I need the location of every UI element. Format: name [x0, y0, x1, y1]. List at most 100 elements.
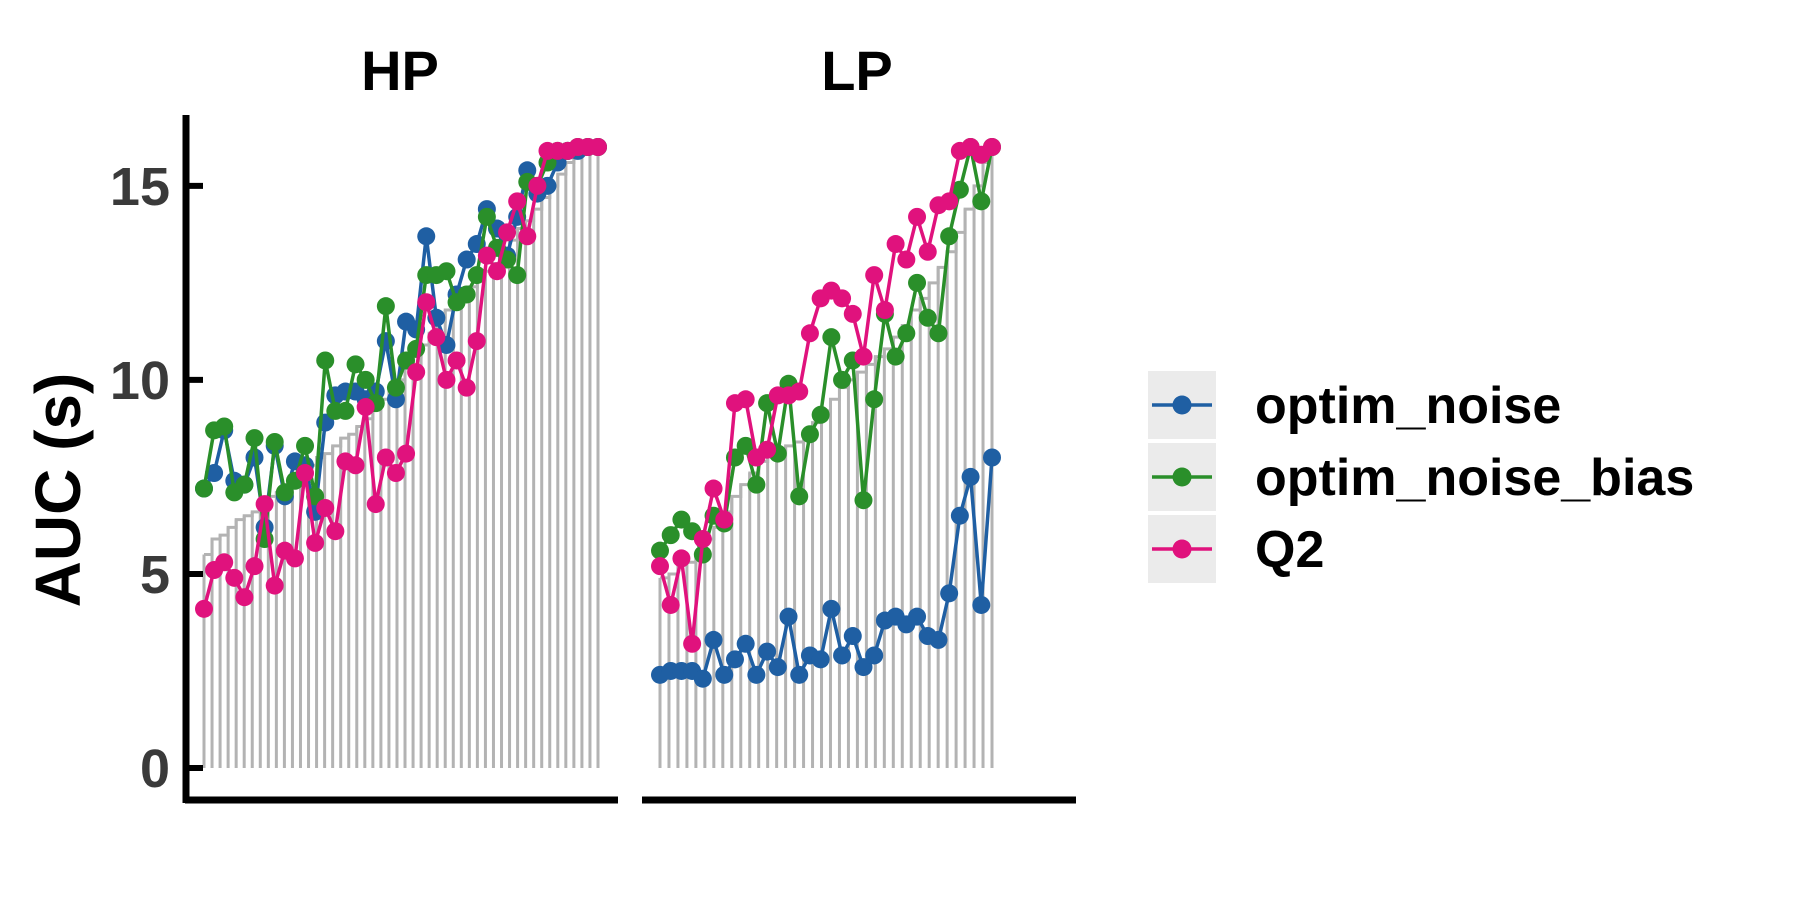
data-point	[865, 266, 884, 285]
legend-marker	[1172, 395, 1192, 415]
data-point	[790, 487, 809, 506]
data-point	[779, 607, 798, 626]
data-point	[326, 522, 345, 541]
data-point	[758, 440, 777, 459]
data-point	[225, 568, 244, 587]
data-point	[833, 370, 852, 389]
data-point	[457, 285, 476, 304]
data-point	[822, 599, 841, 618]
data-point	[447, 351, 466, 370]
data-point	[467, 332, 486, 351]
y-axis-label: AUC (s)	[22, 373, 94, 608]
data-point	[508, 192, 527, 211]
data-point	[854, 347, 873, 366]
data-point	[704, 479, 723, 498]
data-point	[316, 351, 335, 370]
data-point	[661, 526, 680, 545]
data-point	[316, 498, 335, 517]
data-point	[908, 273, 927, 292]
data-point	[843, 304, 862, 323]
panel-lp: LP	[642, 39, 1076, 804]
data-point	[651, 557, 669, 576]
data-point	[336, 401, 355, 420]
data-point	[811, 405, 830, 424]
data-point	[908, 607, 927, 626]
data-point	[940, 227, 959, 246]
data-point	[235, 475, 254, 494]
data-point	[215, 553, 234, 572]
y-axis: 0 5 10 15	[110, 115, 203, 803]
data-point	[528, 176, 547, 195]
data-point	[285, 549, 304, 568]
data-point	[918, 242, 937, 261]
data-point	[498, 223, 517, 242]
data-point	[929, 630, 948, 649]
data-point	[651, 541, 669, 560]
data-point	[417, 227, 436, 246]
legend-marker	[1172, 539, 1192, 559]
data-point	[397, 351, 416, 370]
data-point	[417, 293, 436, 312]
data-point	[854, 491, 873, 510]
data-point	[758, 642, 777, 661]
data-point	[736, 390, 755, 409]
data-point	[296, 464, 315, 483]
series-optim-noise-bias	[195, 138, 607, 549]
data-point	[376, 297, 395, 316]
data-point	[356, 398, 375, 417]
series-line	[658, 145, 994, 646]
series-optim-noise	[651, 448, 1001, 688]
data-point	[886, 347, 905, 366]
legend: optim_noise optim_noise_bias Q2	[1148, 371, 1694, 583]
data-point	[693, 530, 712, 549]
data-point	[747, 475, 766, 494]
data-point	[747, 665, 766, 684]
data-point	[961, 467, 980, 486]
data-point	[477, 246, 496, 265]
data-point	[245, 429, 264, 448]
legend-item-Q2: Q2	[1148, 515, 1324, 583]
data-point	[457, 250, 476, 269]
data-point	[918, 308, 937, 327]
data-point	[736, 436, 755, 455]
data-point	[265, 432, 284, 451]
data-point	[865, 646, 884, 665]
data-point	[983, 448, 1001, 467]
series-Q2	[651, 138, 1001, 653]
data-point	[661, 595, 680, 614]
data-point	[518, 227, 537, 246]
data-point	[205, 464, 224, 483]
data-point	[437, 370, 456, 389]
data-point	[908, 207, 927, 226]
data-point	[940, 584, 959, 603]
data-point	[865, 390, 884, 409]
data-point	[715, 665, 734, 684]
data-point	[972, 595, 991, 614]
data-point	[215, 417, 234, 436]
data-point	[397, 444, 416, 463]
data-point	[725, 650, 744, 669]
data-point	[477, 207, 496, 226]
legend-label: optim_noise_bias	[1255, 449, 1694, 507]
data-point	[386, 378, 405, 397]
data-point	[833, 289, 852, 308]
data-point	[693, 669, 712, 688]
data-point	[195, 599, 213, 618]
data-point	[275, 483, 294, 502]
data-point	[346, 456, 365, 475]
data-point	[983, 138, 1001, 156]
data-point	[235, 588, 254, 607]
data-point	[940, 192, 959, 211]
data-point	[366, 495, 385, 514]
data-point	[255, 495, 274, 514]
data-point	[407, 363, 426, 382]
data-point	[508, 266, 527, 285]
series-Q2	[195, 138, 607, 618]
data-point	[833, 646, 852, 665]
data-point	[589, 138, 607, 156]
data-point	[487, 262, 506, 281]
data-point	[683, 634, 702, 653]
legend-item-optim-noise: optim_noise	[1148, 371, 1561, 439]
data-point	[672, 510, 691, 529]
